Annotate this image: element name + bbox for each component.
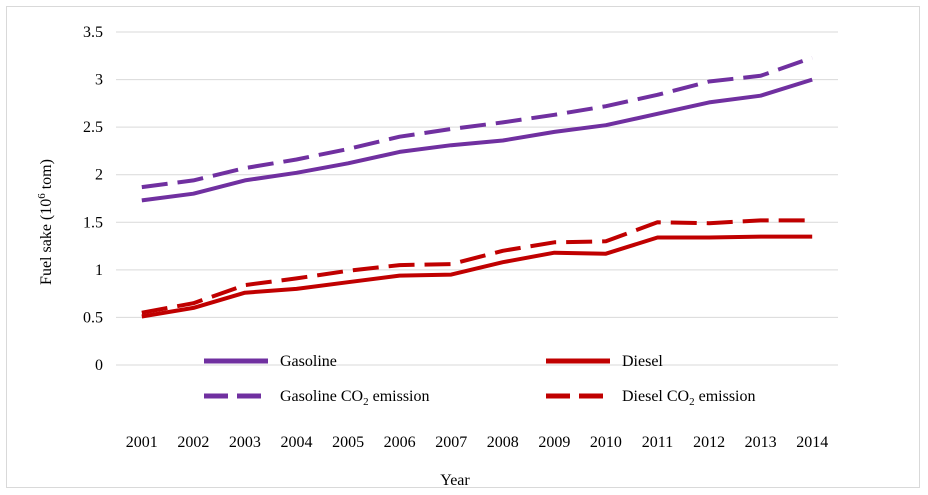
x-tick-label: 2005 (332, 434, 364, 451)
y-tick-label: 1 (95, 262, 103, 279)
legend-label-0: Gasoline (280, 353, 337, 370)
legend-label-name: Gasoline CO (280, 388, 363, 405)
x-tick-label: 2004 (281, 434, 313, 451)
x-tick-label: 2011 (642, 434, 673, 451)
x-axis-title: Year (440, 472, 470, 489)
y-axis-ticks: 0 0.5 1 1.5 2 2.5 3 3.5 (83, 24, 103, 374)
x-tick-label: 2009 (538, 434, 570, 451)
y-tick-label: 3 (95, 72, 103, 89)
legend-label-name: Diesel (622, 353, 663, 370)
legend-label-name: Gasoline (280, 353, 337, 370)
legend-label-subscript: 2 (689, 396, 695, 408)
y-tick-label: 1.5 (83, 214, 103, 231)
gridlines (116, 31, 838, 366)
legend-label-subscript: 2 (363, 396, 369, 408)
y-axis-title-superscript: 6 (36, 193, 48, 199)
x-tick-label: 2010 (590, 434, 622, 451)
legend-label-1: Diesel (622, 353, 663, 370)
legend-label-name: Diesel CO (622, 388, 689, 405)
y-tick-label: 0 (95, 357, 103, 374)
series-line-2 (141, 55, 813, 190)
y-axis-title-main: Fuel sake (10 (38, 199, 55, 285)
y-axis-title-tail: tom) (38, 159, 55, 193)
x-tick-label: 2012 (693, 434, 725, 451)
y-tick-label: 2 (95, 167, 103, 184)
y-tick-label: 2.5 (83, 119, 103, 136)
x-tick-label: 2006 (384, 434, 416, 451)
legend-label-tail: emission (369, 388, 430, 405)
y-tick-label: 0.5 (83, 309, 103, 326)
legend-label-2: Gasoline CO2 emission (280, 388, 430, 408)
x-tick-label: 2008 (487, 434, 519, 451)
legend-label-3: Diesel CO2 emission (622, 388, 756, 408)
x-tick-label: 2001 (126, 434, 158, 451)
legend-label-tail: emission (695, 388, 756, 405)
y-axis-title: Fuel sake (106 tom) (36, 159, 55, 285)
x-tick-label: 2014 (796, 434, 828, 451)
x-tick-label: 2003 (229, 434, 261, 451)
x-tick-label: 2002 (177, 434, 209, 451)
series-line-1 (141, 234, 813, 319)
chart-frame (6, 6, 920, 488)
x-tick-label: 2007 (435, 434, 467, 451)
x-tick-label: 2013 (745, 434, 777, 451)
series-line-0 (141, 77, 813, 203)
series-lines (141, 55, 813, 319)
x-axis-ticks: 2001 2002 2003 2004 2005 2006 2007 2008 2009 2010… (126, 434, 828, 451)
y-tick-label: 3.5 (83, 24, 103, 41)
series-line-3 (141, 218, 813, 315)
